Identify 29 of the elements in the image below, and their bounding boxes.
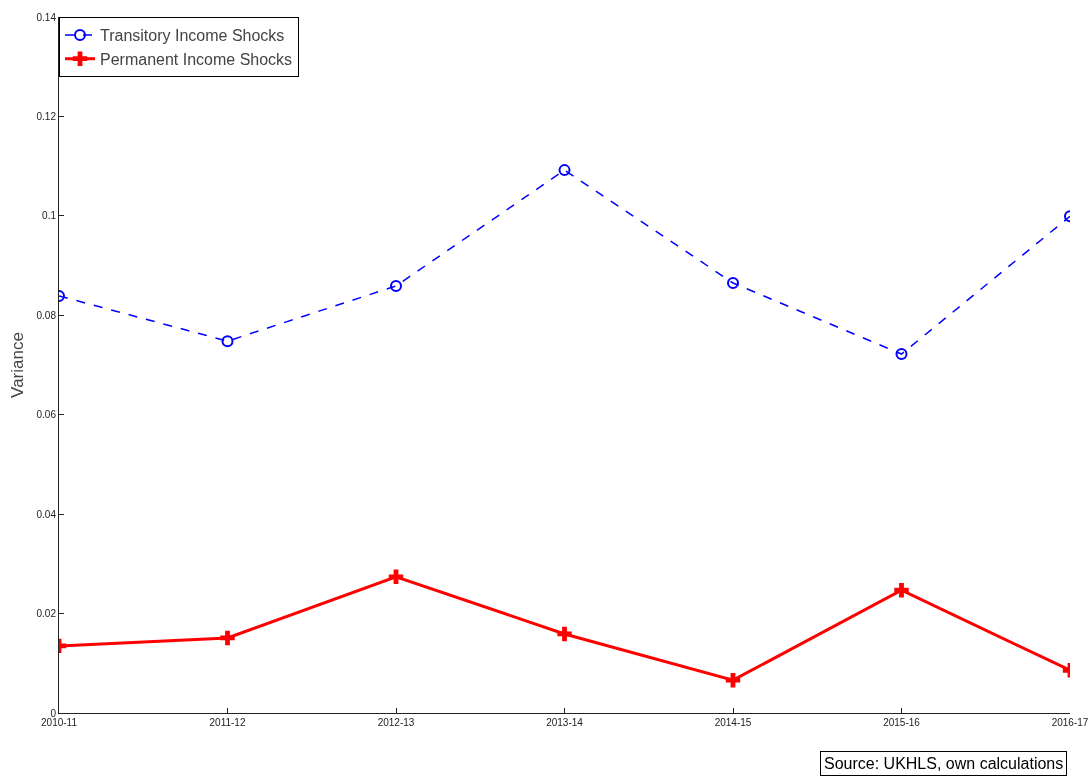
- point: [725, 672, 741, 688]
- y-tick-label: 0: [50, 707, 57, 719]
- point: [727, 276, 739, 289]
- source-note: Source: UKHLS, own calculations: [824, 755, 1064, 772]
- y-tick-label: 0.06: [36, 409, 57, 421]
- y-tick-label: 0.12: [36, 110, 57, 122]
- y-tick-label: 0.08: [36, 309, 57, 321]
- y-tick-label: 0.14: [36, 11, 57, 23]
- legend-label: Transitory Income Shocks: [100, 27, 285, 45]
- x-tick-label: 2011-12: [209, 717, 246, 728]
- x-tick-label: 2010-11: [41, 717, 78, 728]
- y-tick-label: 0.04: [36, 508, 57, 520]
- point: [221, 335, 234, 348]
- x-tick-label: 2015-16: [883, 717, 921, 728]
- y-axis-title: Variance: [8, 332, 28, 398]
- x-tick-label: 2014-15: [714, 717, 752, 728]
- point: [388, 569, 404, 584]
- legend-label: Permanent Income Shocks: [100, 50, 293, 68]
- point: [894, 583, 909, 598]
- point: [220, 630, 235, 646]
- point: [895, 348, 908, 361]
- y-tick-label: 0.1: [42, 210, 57, 222]
- point: [558, 164, 571, 177]
- point: [557, 626, 572, 642]
- x-tick-label: 2012-13: [377, 717, 415, 728]
- point: [390, 279, 402, 292]
- x-tick-label: 2016-17: [1051, 717, 1089, 728]
- x-tick-label: 2013-14: [546, 717, 584, 728]
- y-tick-label: 0.02: [36, 608, 57, 620]
